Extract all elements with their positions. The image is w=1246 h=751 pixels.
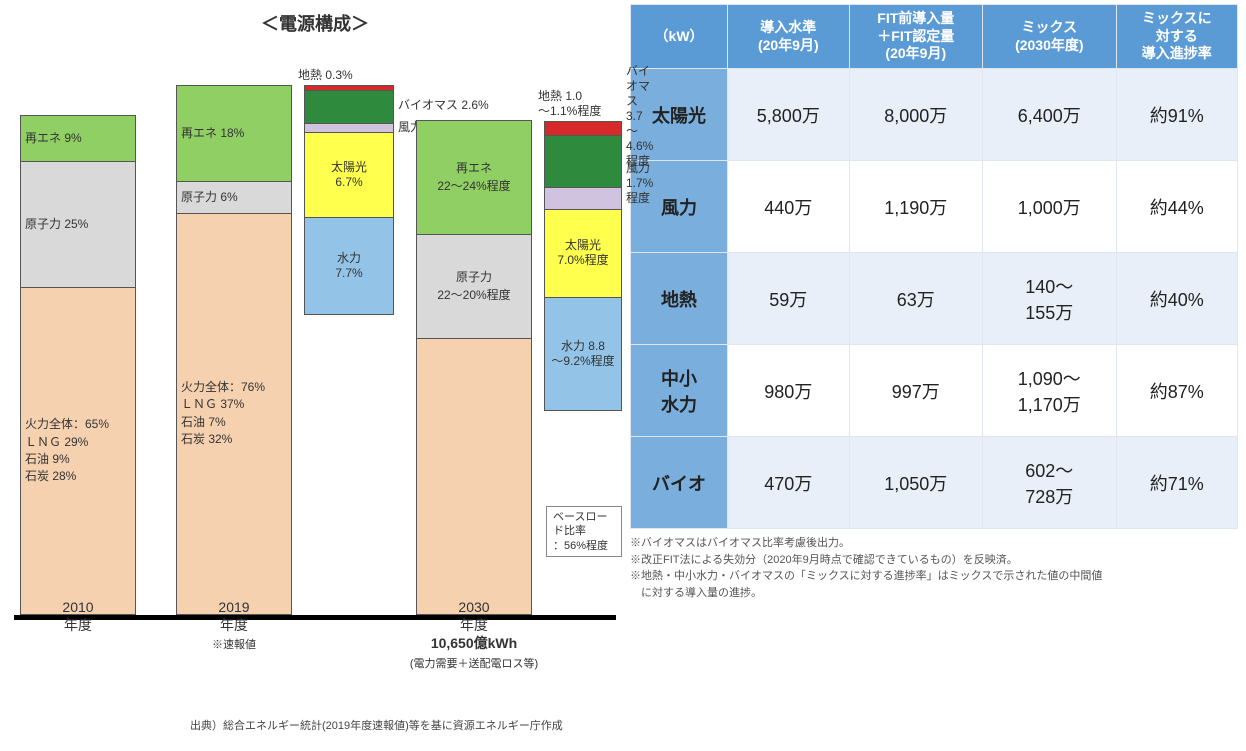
table-cell: 1,050万 (849, 437, 983, 529)
table-cell: 602～728万 (983, 437, 1117, 529)
table-cell: 約44% (1116, 161, 1237, 253)
row-header: 地熱 (631, 253, 728, 345)
segment-nuclear: 原子力 6% (177, 181, 291, 213)
ext-label-geothermal: 地熱 1.0 ～1.1%程度 (538, 89, 601, 119)
ext-label-geothermal: 地熱 0.3% (298, 68, 353, 83)
x-label-2010: 2010年度 (13, 598, 143, 634)
table-panel: （kW）導入水準(20年9月)FIT前導入量＋FIT認定量(20年9月)ミックス… (630, 0, 1246, 751)
segment-nuclear: 原子力 25% (21, 161, 135, 287)
segment-renewable: 再エネ 9% (21, 116, 135, 161)
row-header: バイオ (631, 437, 728, 529)
breakdown-seg-hydro: 水力 8.8 ～9.2%程度 (545, 297, 621, 410)
breakdown-seg-biomass (545, 135, 621, 187)
table-cell: 6,400万 (983, 69, 1117, 161)
segment-renewable: 再エネ 22～24%程度 (417, 121, 531, 234)
breakdown-seg-solar: 太陽光 6.7% (305, 132, 393, 217)
table-cell: 約91% (1116, 69, 1237, 161)
breakdown-2019: 水力 7.7%太陽光 6.7% (304, 85, 394, 315)
capacity-table: （kW）導入水準(20年9月)FIT前導入量＋FIT認定量(20年9月)ミックス… (630, 4, 1238, 529)
table-cell: 980万 (728, 345, 849, 437)
table-cell: 約40% (1116, 253, 1237, 345)
col-header: ミックスに対する導入進捗率 (1116, 5, 1237, 69)
chart-source: 出典）総合エネルギー統計(2019年度速報値)等を基に資源エネルギー庁作成 (190, 717, 563, 733)
table-cell: 約87% (1116, 345, 1237, 437)
table-cell: 1,190万 (849, 161, 983, 253)
baseload-callout: ベースロード比率 ：56%程度 (546, 506, 622, 557)
segment-thermal: 火力全体：76% ＬＮＧ 37% 石油 7% 石炭 32% (177, 213, 291, 614)
chart-title: ＜電源構成＞ (8, 10, 622, 36)
breakdown-seg-solar: 太陽光 7.0%程度 (545, 209, 621, 297)
table-cell: 約71% (1116, 437, 1237, 529)
table-cell: 5,800万 (728, 69, 849, 161)
table-cell: 8,000万 (849, 69, 983, 161)
table-cell: 440万 (728, 161, 849, 253)
segment-nuclear: 原子力 22～20%程度 (417, 234, 531, 338)
x-label-2030: 2030年度10,650億kWh(電力需要＋送配電ロス等) (409, 598, 539, 671)
segment-thermal (417, 338, 531, 614)
breakdown-seg-wind (305, 123, 393, 132)
table-cell: 63万 (849, 253, 983, 345)
breakdown-seg-biomass (305, 90, 393, 123)
table-cell: 997万 (849, 345, 983, 437)
breakdown-seg-hydro: 水力 7.7% (305, 217, 393, 314)
ext-label-biomass: バイオマス 3.7～4.6%程度 (626, 64, 653, 169)
ext-label-biomass: バイオマス 2.6% (398, 98, 489, 113)
table-cell: 470万 (728, 437, 849, 529)
col-header: FIT前導入量＋FIT認定量(20年9月) (849, 5, 983, 69)
segment-thermal: 火力全体：65% ＬＮＧ 29% 石油 9% 石炭 28% (21, 287, 135, 614)
table-cell: 59万 (728, 253, 849, 345)
breakdown-2030: 水力 8.8 ～9.2%程度太陽光 7.0%程度 (544, 121, 622, 411)
col-header: ミックス(2030年度) (983, 5, 1117, 69)
bar-2019: 火力全体：76% ＬＮＧ 37% 石油 7% 石炭 32%原子力 6%再エネ 1… (176, 85, 292, 615)
chart-panel: ＜電源構成＞ 火力全体：65% ＬＮＧ 29% 石油 9% 石炭 28%原子力 … (0, 0, 630, 751)
stacked-bar-chart: 火力全体：65% ＬＮＧ 29% 石油 9% 石炭 28%原子力 25%再エネ … (8, 40, 622, 620)
table-notes: ※バイオマスはバイオマス比率考慮後出力。 ※改正FIT法による失効分（2020年… (630, 535, 1238, 601)
segment-renewable: 再エネ 18% (177, 86, 291, 181)
breakdown-seg-wind (545, 187, 621, 208)
row-header: 中小水力 (631, 345, 728, 437)
col-header: （kW） (631, 5, 728, 69)
table-cell: 1,090～1,170万 (983, 345, 1117, 437)
x-label-2019: 2019年度※速報値 (169, 598, 299, 653)
col-header: 導入水準(20年9月) (728, 5, 849, 69)
table-cell: 140～155万 (983, 253, 1117, 345)
bar-2030: 原子力 22～20%程度再エネ 22～24%程度 (416, 120, 532, 615)
bar-2010: 火力全体：65% ＬＮＧ 29% 石油 9% 石炭 28%原子力 25%再エネ … (20, 115, 136, 615)
breakdown-seg-geothermal (545, 122, 621, 135)
table-cell: 1,000万 (983, 161, 1117, 253)
